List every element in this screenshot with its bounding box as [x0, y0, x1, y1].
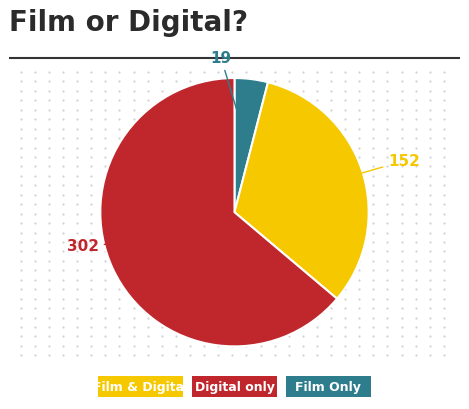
Text: Film & Digital: Film & Digital [93, 380, 189, 393]
FancyBboxPatch shape [98, 376, 183, 397]
Wedge shape [234, 83, 369, 299]
Text: 302: 302 [67, 238, 168, 253]
Text: 19: 19 [211, 51, 243, 133]
Text: Film or Digital?: Film or Digital? [9, 9, 249, 36]
Text: Film Only: Film Only [295, 380, 361, 393]
Wedge shape [100, 79, 337, 346]
FancyBboxPatch shape [286, 376, 371, 397]
Text: Digital only: Digital only [195, 380, 274, 393]
FancyBboxPatch shape [192, 376, 277, 397]
Text: 152: 152 [314, 154, 420, 187]
Wedge shape [234, 79, 268, 213]
